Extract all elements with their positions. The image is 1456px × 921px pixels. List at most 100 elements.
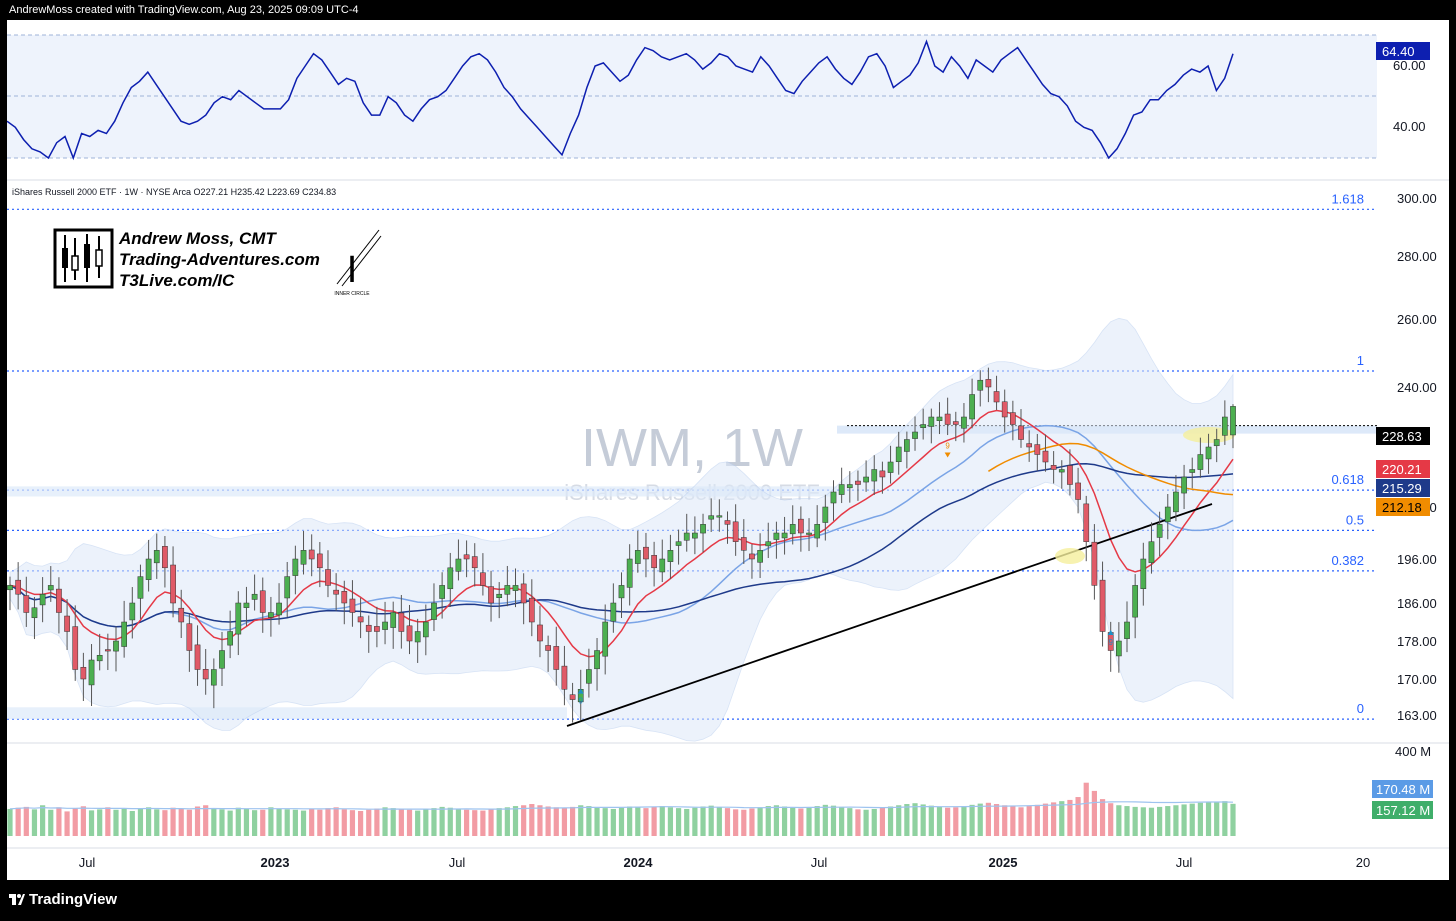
candle-body[interactable] (781, 532, 788, 539)
candle-body[interactable] (162, 546, 168, 569)
candle-body[interactable] (47, 585, 54, 591)
candle-body[interactable] (838, 484, 845, 495)
candle-body[interactable] (414, 631, 421, 643)
candle-body[interactable] (520, 583, 527, 604)
candle-body[interactable] (871, 469, 878, 482)
candle-body[interactable] (1042, 450, 1049, 463)
candle-body[interactable] (740, 537, 747, 551)
candle-body[interactable] (700, 524, 706, 534)
candle-body[interactable] (634, 550, 641, 564)
candle-body[interactable] (121, 621, 127, 647)
candle-body[interactable] (993, 391, 1000, 403)
candle-body[interactable] (463, 554, 470, 560)
candle-body[interactable] (153, 550, 160, 564)
candle-body[interactable] (39, 593, 46, 606)
candle-body[interactable] (431, 602, 437, 620)
candle-body[interactable] (1018, 425, 1024, 440)
candle-body[interactable] (528, 597, 535, 623)
candle-body[interactable] (1091, 541, 1098, 586)
candle-body[interactable] (439, 585, 445, 599)
candle-body[interactable] (944, 413, 951, 425)
candle-body[interactable] (23, 595, 30, 613)
candle-body[interactable] (422, 621, 429, 638)
candle-body[interactable] (72, 626, 79, 670)
candle-body[interactable] (1173, 491, 1179, 513)
candle-body[interactable] (1181, 476, 1187, 494)
candle-body[interactable] (512, 585, 519, 591)
candle-body[interactable] (325, 569, 331, 586)
candle-body[interactable] (455, 558, 462, 572)
candle-body[interactable] (1050, 465, 1057, 470)
candle-body[interactable] (129, 602, 136, 621)
candle-body[interactable] (113, 640, 119, 652)
candle-body[interactable] (1058, 469, 1065, 473)
candle-body[interactable] (643, 546, 649, 560)
candle-body[interactable] (496, 593, 503, 598)
candle-body[interactable] (798, 518, 804, 534)
candle-body[interactable] (969, 394, 975, 420)
candle-body[interactable] (243, 602, 250, 608)
candle-body[interactable] (732, 521, 739, 542)
candle-body[interactable] (602, 621, 609, 657)
candle-body[interactable] (145, 558, 152, 580)
candle-body[interactable] (210, 669, 217, 686)
candle-body[interactable] (488, 586, 494, 604)
candle-body[interactable] (692, 532, 698, 539)
candle-body[interactable] (716, 515, 723, 518)
candle-body[interactable] (961, 416, 967, 429)
candle-body[interactable] (1132, 585, 1139, 618)
candle-body[interactable] (1221, 416, 1228, 436)
candle-body[interactable] (1148, 541, 1155, 563)
candle-body[interactable] (471, 556, 478, 569)
candle-body[interactable] (789, 524, 796, 535)
candle-body[interactable] (1189, 469, 1196, 473)
candle-body[interactable] (904, 439, 910, 452)
candle-body[interactable] (806, 532, 812, 535)
candle-body[interactable] (1213, 439, 1220, 447)
candle-body[interactable] (64, 615, 70, 632)
candle-body[interactable] (284, 576, 291, 599)
candle-body[interactable] (569, 694, 576, 700)
candle-body[interactable] (936, 416, 943, 421)
candle-body[interactable] (1083, 503, 1090, 542)
candle-body[interactable] (7, 585, 13, 591)
support-trendline[interactable] (566, 503, 1213, 727)
candle-body[interactable] (537, 624, 543, 642)
candle-body[interactable] (170, 564, 176, 604)
candle-body[interactable] (80, 666, 87, 680)
candle-body[interactable] (830, 491, 837, 504)
candle-body[interactable] (1116, 640, 1122, 657)
candle-body[interactable] (708, 515, 715, 520)
candle-body[interactable] (382, 621, 388, 630)
candle-body[interactable] (1010, 412, 1016, 425)
candle-body[interactable] (586, 669, 592, 684)
candle-body[interactable] (235, 602, 242, 635)
candle-body[interactable] (104, 649, 111, 652)
candle-body[interactable] (912, 431, 918, 439)
candle-body[interactable] (846, 484, 853, 489)
candle-body[interactable] (365, 624, 372, 632)
candle-body[interactable] (1124, 621, 1130, 639)
candle-body[interactable] (227, 631, 233, 646)
candle-body[interactable] (406, 625, 413, 642)
candle-body[interactable] (855, 480, 861, 485)
candle-body[interactable] (1164, 506, 1171, 523)
candle-body[interactable] (219, 650, 225, 669)
tradingview-logo[interactable]: TradingView (9, 891, 117, 908)
candle-body[interactable] (357, 616, 364, 623)
candle-body[interactable] (300, 550, 307, 565)
candle-body[interactable] (822, 506, 829, 523)
candle-body[interactable] (863, 476, 869, 483)
candle-body[interactable] (194, 644, 201, 670)
candle-body[interactable] (374, 626, 380, 632)
candle-body[interactable] (308, 549, 315, 560)
chart-svg[interactable]: 60.00 40.00 64.40 iShares Russell 2000 E… (6, 20, 1449, 880)
candle-body[interactable] (276, 602, 282, 616)
candle-body[interactable] (879, 470, 886, 478)
candle-body[interactable] (268, 612, 274, 618)
candle-body[interactable] (1034, 444, 1041, 455)
candle-body[interactable] (651, 555, 657, 569)
candle-body[interactable] (626, 558, 633, 588)
candle-body[interactable] (814, 524, 821, 539)
candle-body[interactable] (667, 550, 674, 562)
